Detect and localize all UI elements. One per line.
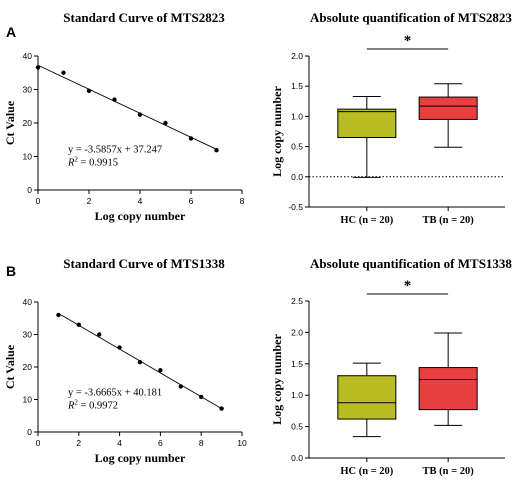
x-tick-label: 8 — [199, 438, 204, 448]
data-point — [86, 88, 92, 94]
significance-marker: * — [404, 33, 412, 49]
y-axis-title: Ct Value — [3, 100, 17, 145]
regression-equation: y = -3.5857x + 37.247 — [68, 144, 162, 155]
y-axis-title: Log copy number — [270, 333, 284, 424]
data-point — [137, 359, 143, 365]
data-point — [163, 120, 168, 126]
x-tick-label: 2 — [87, 196, 92, 206]
panel-b-standard-curve: B Standard Curve of MTS1338 0 10 20 30 40 0 2 4 6 8… — [3, 256, 247, 465]
data-point — [61, 70, 66, 75]
x-tick-label: 4 — [117, 438, 122, 448]
r-squared-exponent: 2 — [74, 155, 78, 163]
x-tick-label: 6 — [158, 438, 163, 448]
x-axis-title: Log copy number — [95, 209, 186, 223]
r-squared-label: R2 = 0.9972 — [67, 399, 118, 412]
panel-a-standard-curve: A Standard Curve of MTS2823 0 10 20 30 40 0 2 4 6 8… — [3, 10, 245, 223]
y-tick-label: 20 — [23, 362, 33, 372]
data-point — [199, 394, 204, 400]
panel-letter: B — [6, 263, 16, 279]
y-tick-label: 0.0 — [291, 453, 303, 463]
y-tick-label: 40 — [23, 51, 33, 61]
y-axis-title: Ct Value — [3, 344, 17, 389]
data-point — [112, 97, 117, 102]
r-squared-exponent: 2 — [74, 399, 78, 407]
y-tick-label: 2.0 — [291, 51, 303, 61]
data-point — [56, 312, 61, 318]
y-tick-label: 0.5 — [291, 142, 303, 152]
x-tick-label: 10 — [237, 438, 247, 448]
x-tick-label: 2 — [76, 438, 81, 448]
y-tick-label: 0.0 — [291, 172, 303, 182]
x-axis-title: Log copy number — [95, 451, 186, 465]
y-tick-label: 20 — [23, 118, 33, 128]
data-point — [178, 384, 183, 389]
y-tick-label: 10 — [23, 152, 33, 162]
r-symbol: R — [67, 157, 75, 168]
data-point — [97, 332, 102, 337]
y-tick-label: 10 — [23, 395, 33, 405]
panel-a-boxplot: Absolute quantification of MTS2823 -0.5 0.… — [270, 10, 512, 226]
category-label: TB (n = 20) — [423, 215, 475, 226]
chart-title: Standard Curve of MTS2823 — [63, 10, 225, 25]
y-tick-label: 0 — [27, 427, 32, 437]
category-label: HC (n = 20) — [340, 466, 393, 477]
y-tick-label: 40 — [23, 297, 33, 307]
chart-title: Standard Curve of MTS1338 — [63, 256, 225, 271]
x-tick-label: 6 — [189, 196, 194, 206]
box-iqr — [418, 367, 478, 411]
y-tick-label: 2.5 — [291, 296, 303, 306]
data-point — [188, 136, 194, 141]
data-point — [158, 368, 163, 373]
y-tick-label: 1.5 — [291, 359, 303, 369]
r-squared-value: = 0.9915 — [78, 157, 118, 168]
data-point — [219, 406, 224, 411]
x-tick-label: 0 — [36, 438, 41, 448]
data-point — [35, 65, 41, 70]
y-tick-label: 1.0 — [291, 390, 303, 400]
x-tick-label: 4 — [138, 196, 143, 206]
y-tick-label: -0.5 — [288, 202, 303, 212]
data-point — [117, 345, 122, 350]
y-tick-label: 0.5 — [291, 422, 303, 432]
y-axis-title: Log copy number — [270, 85, 284, 176]
box-iqr — [337, 375, 397, 420]
data-point — [137, 112, 143, 117]
regression-equation: y = -3.6665x + 40.181 — [68, 388, 162, 399]
box-iqr — [337, 108, 397, 139]
y-tick-label: 30 — [23, 85, 33, 95]
y-tick-label: 2.0 — [291, 327, 303, 337]
y-tick-label: 1.0 — [291, 111, 303, 121]
panel-b-boxplot: Absolute quantification of MTS1338 0.0 0.5… — [270, 256, 512, 477]
category-label: HC (n = 20) — [340, 215, 393, 226]
y-tick-label: 0 — [27, 185, 32, 195]
x-tick-label: 0 — [36, 196, 41, 206]
chart-title: Absolute quantification of MTS1338 — [310, 256, 512, 271]
chart-title: Absolute quantification of MTS2823 — [310, 10, 512, 25]
x-tick-label: 8 — [240, 196, 245, 206]
y-tick-label: 30 — [23, 330, 33, 340]
regression-line — [37, 64, 217, 150]
r-symbol: R — [67, 401, 75, 412]
significance-marker: * — [404, 278, 412, 294]
r-squared-value: = 0.9972 — [78, 401, 118, 412]
data-point — [76, 322, 82, 327]
y-tick-label: 1.5 — [291, 81, 303, 91]
data-point — [214, 147, 219, 153]
box-iqr — [418, 96, 478, 120]
category-label: TB (n = 20) — [423, 466, 475, 477]
panel-letter: A — [6, 24, 16, 40]
r-squared-label: R2 = 0.9915 — [67, 155, 118, 168]
